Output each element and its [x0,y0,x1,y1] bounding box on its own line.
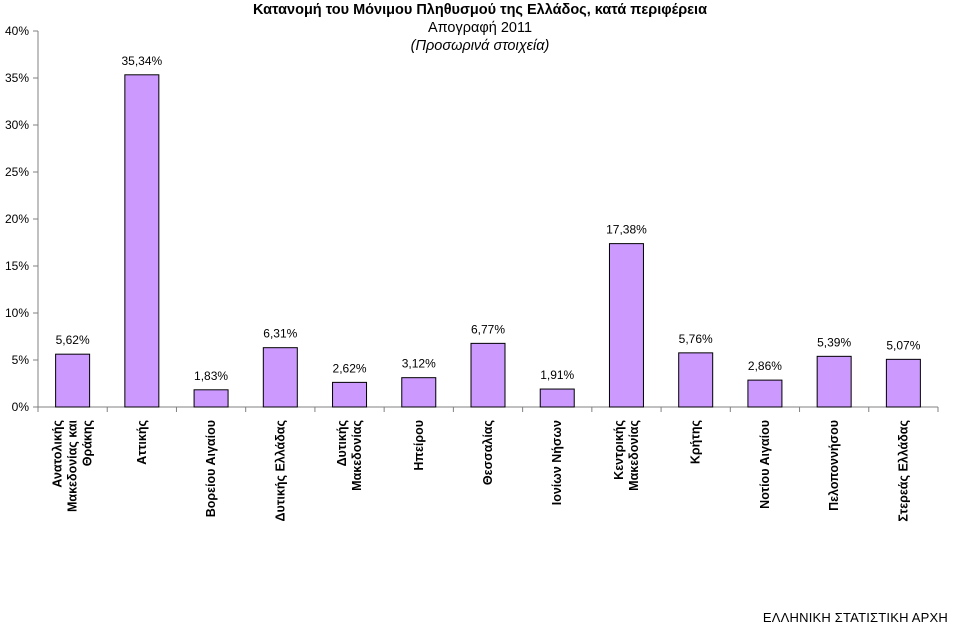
bar [332,381,368,408]
x-category-label: ΑνατολικήςΜακεδονίας καιΘράκης [51,419,95,512]
x-category-label: Δυτικής Ελλάδας [273,420,287,521]
x-category-label: ΚεντρικήςΜακεδονίας [612,420,641,491]
chart-subtitle: Απογραφή 2011 [427,20,533,36]
data-label: 3,12% [402,357,436,371]
y-tick-label: 15% [5,259,29,273]
bar [470,342,506,408]
x-category-label-line: Κεντρικής [612,420,626,480]
x-category-label-line: Στερεάς Ελλάδας [896,420,910,522]
x-category-label-line: Ηπείρου [412,420,426,471]
y-tick-label: 5% [12,353,30,367]
x-category-label: Νοτίου Αιγαίου [758,420,772,509]
y-tick-label: 35% [5,71,29,85]
data-label: 1,91% [540,368,574,382]
x-category-label-line: Δυτικής [335,420,349,466]
data-label: 5,07% [886,338,920,352]
y-tick-label: 0% [12,400,30,414]
data-label: 6,77% [471,322,505,336]
y-tick-label: 20% [5,212,29,226]
bar [608,243,644,408]
x-category-label: Στερεάς Ελλάδας [896,420,910,522]
bar [124,74,160,408]
bar [262,347,298,408]
x-category-label: Βορείου Αιγαίου [204,420,218,517]
y-tick-label: 25% [5,165,29,179]
x-category-label: ΔυτικήςΜακεδονίας [335,420,364,491]
data-label: 5,62% [56,333,90,347]
x-category-label-line: Πελοποννήσου [827,420,841,511]
x-category-label-line: Κρήτης [689,420,703,464]
data-label: 35,34% [121,54,162,68]
chart-title-block: Κατανομή του Μόνιμου Πληθυσμού της Ελλάδ… [200,0,760,55]
bar [885,358,921,408]
bar [193,389,229,408]
y-tick-label: 10% [5,306,29,320]
x-category-label-line: Μακεδονίας [350,420,364,491]
chart-title: Κατανομή του Μόνιμου Πληθυσμού της Ελλάδ… [252,2,708,18]
y-tick-label: 40% [5,24,29,38]
x-category-label: Ηπείρου [412,420,426,471]
x-category-label: Αττικής [135,420,149,465]
bar [55,353,91,408]
x-category-label-line: Μακεδονίας [627,420,641,491]
bar [816,355,852,408]
data-label: 17,38% [606,223,647,237]
data-label: 2,86% [748,359,782,373]
x-category-label-line: Ανατολικής [51,420,65,488]
data-label: 1,83% [194,369,228,383]
x-category-label-line: Βορείου Αιγαίου [204,420,218,517]
x-category-label: Θεσσαλίας [481,420,495,485]
bar [401,377,437,408]
x-category-label-line: Δυτικής Ελλάδας [273,420,287,521]
y-tick-label: 30% [5,118,29,132]
bar [678,352,714,408]
x-category-label-line: Νοτίου Αιγαίου [758,420,772,509]
bar [539,388,575,408]
x-category-label: Πελοποννήσου [827,420,841,511]
data-label: 6,31% [263,327,297,341]
x-category-label: Ιονίων Νήσων [550,420,564,505]
source-label: ΕΛΛΗΝΙΚΗ ΣΤΑΤΙΣΤΙΚΗ ΑΡΧΗ [762,610,948,625]
x-category-label-line: Μακεδονίας και [66,419,80,512]
data-label: 5,76% [679,332,713,346]
x-category-label-line: Αττικής [135,420,149,465]
data-label: 2,62% [333,361,367,375]
x-category-label-line: Θεσσαλίας [481,420,495,485]
chart-note: (Προσωρινά στοιχεία) [410,38,550,54]
x-category-label-line: Ιονίων Νήσων [550,420,564,505]
x-category-label-line: Θράκης [81,420,95,466]
x-category-label: Κρήτης [689,420,703,464]
bar [747,379,783,408]
data-label: 5,39% [817,335,851,349]
